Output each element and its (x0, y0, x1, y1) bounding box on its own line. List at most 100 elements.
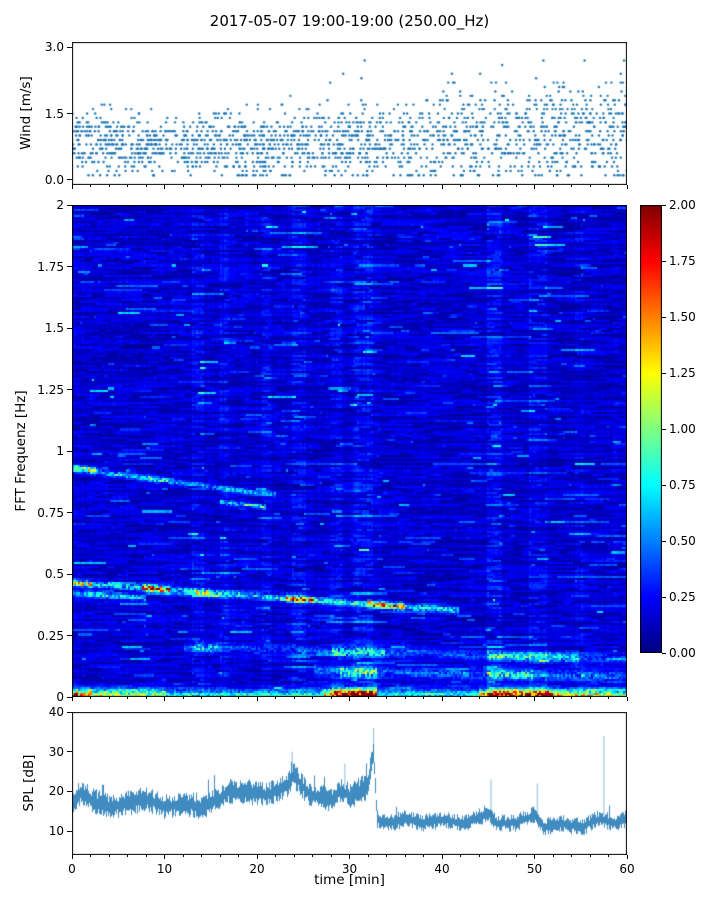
x-tick (164, 185, 165, 189)
y-tick (67, 512, 72, 513)
y-tick-label: 0.0 (44, 172, 64, 187)
x-tick (238, 185, 239, 187)
x-tick-label: 30 (341, 862, 358, 876)
x-tick (626, 855, 628, 859)
y-tick-label: 0 (56, 690, 64, 704)
x-tick (552, 185, 554, 187)
y-tick (67, 389, 72, 390)
y-tick-label: 1.5 (44, 321, 64, 335)
x-tick (515, 185, 517, 187)
x-tick (145, 855, 147, 857)
colorbar-tick (662, 484, 666, 486)
y-tick (67, 179, 72, 181)
x-tick (219, 855, 221, 857)
colorbar (640, 205, 662, 653)
x-tick (90, 185, 91, 187)
x-tick (164, 855, 165, 859)
y-tick-label: 0.25 (37, 628, 64, 643)
y-tick-label: 10 (48, 824, 64, 839)
colorbar-tick (662, 540, 666, 542)
x-tick (127, 697, 128, 699)
y-tick-label: 30 (48, 744, 64, 759)
colorbar-tick-label: 1.25 (669, 366, 696, 380)
x-tick-label: 40 (434, 862, 450, 876)
x-tick (608, 855, 609, 857)
colorbar-tick (662, 204, 666, 206)
x-tick (460, 855, 461, 857)
x-tick-label: 0 (68, 862, 76, 876)
x-tick (534, 697, 535, 701)
y-tick (67, 790, 72, 792)
x-tick (275, 697, 276, 699)
fft-spectrogram-plot (72, 205, 627, 697)
x-tick (534, 855, 535, 859)
x-tick (201, 697, 202, 699)
x-tick (312, 697, 313, 699)
x-tick (404, 185, 406, 187)
x-tick (515, 697, 517, 699)
x-tick (626, 185, 628, 189)
x-tick (478, 697, 480, 699)
x-tick (478, 185, 480, 187)
x-tick (552, 697, 554, 699)
x-tick (571, 697, 572, 699)
x-tick (367, 185, 369, 187)
x-tick (497, 697, 498, 699)
colorbar-tick-label: 0.00 (669, 646, 696, 660)
x-tick (589, 697, 591, 699)
x-tick (71, 697, 73, 701)
y-tick (67, 450, 72, 452)
x-tick (238, 855, 239, 857)
x-tick (108, 185, 110, 187)
x-tick (571, 855, 572, 857)
y-tick-label: 3.0 (44, 40, 64, 55)
x-tick (201, 855, 202, 857)
x-tick (460, 185, 461, 187)
spl-line-plot (72, 712, 627, 855)
y-tick (67, 204, 72, 206)
x-tick (293, 855, 295, 857)
x-tick (127, 185, 128, 187)
y-tick-label: 20 (48, 784, 64, 799)
x-tick (423, 697, 424, 699)
x-tick (497, 185, 498, 187)
colorbar-tick-label: 0.50 (669, 534, 696, 548)
x-tick (589, 855, 591, 857)
colorbar-tick-label: 0.75 (669, 478, 696, 492)
x-tick-label: 20 (249, 862, 265, 876)
x-tick (534, 185, 535, 189)
colorbar-tick (662, 428, 666, 430)
x-tick (312, 855, 313, 857)
y-tick-label: 1.5 (44, 106, 64, 121)
x-tick-label: 60 (619, 862, 635, 876)
x-tick (349, 185, 350, 189)
wind-scatter-plot (72, 42, 627, 185)
x-tick (293, 697, 295, 699)
figure-title: 2017-05-07 19:00-19:00 (250.00_Hz) (209, 12, 490, 30)
x-tick (182, 855, 184, 857)
x-tick (349, 697, 350, 701)
x-tick (423, 855, 424, 857)
colorbar-tick-label: 1.75 (669, 254, 696, 268)
x-tick (404, 855, 406, 857)
x-tick (312, 185, 313, 187)
y-tick (67, 46, 72, 48)
x-tick (423, 185, 424, 187)
x-tick (589, 185, 591, 187)
y-tick (67, 327, 72, 329)
x-tick-label: 50 (526, 862, 543, 876)
y-tick (67, 113, 72, 114)
x-tick (386, 855, 387, 857)
x-tick (256, 855, 258, 859)
y-tick-label: 0.75 (37, 505, 64, 520)
x-tick (219, 697, 221, 699)
x-tick (238, 697, 239, 699)
x-tick (515, 855, 517, 857)
x-tick (145, 697, 147, 699)
x-tick (349, 855, 350, 859)
y-tick (67, 573, 72, 575)
colorbar-tick-label: 0.25 (669, 590, 696, 604)
x-tick (108, 855, 110, 857)
x-tick (441, 185, 443, 189)
